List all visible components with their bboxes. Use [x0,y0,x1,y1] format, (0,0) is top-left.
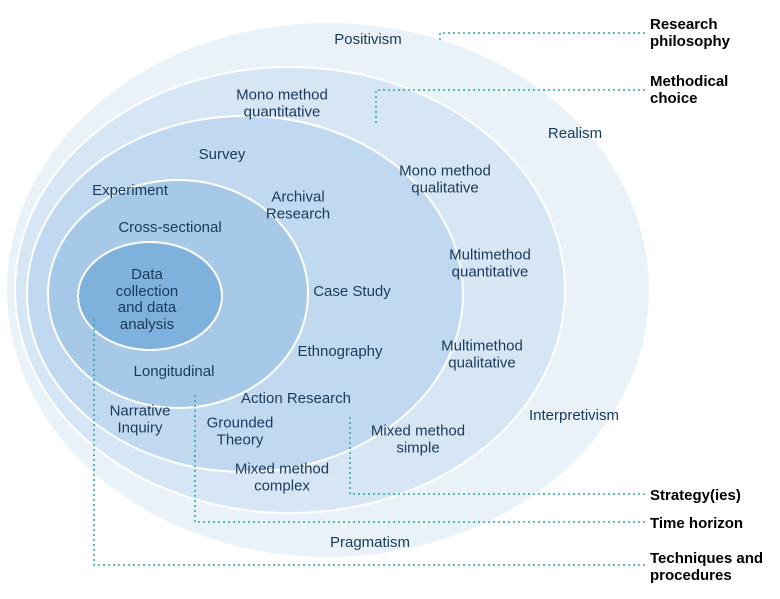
term-core: Data collection and data analysis [116,267,179,333]
leg-strategy: Strategy(ies) [650,487,741,504]
term-experiment: Experiment [92,183,168,200]
term-interpretivism: Interpretivism [529,408,619,425]
term-mono-quant: Mono method quantitative [236,88,328,121]
term-action-res: Action Research [241,391,351,408]
term-survey: Survey [199,147,246,164]
research-onion-diagram: Positivism Realism Interpretivism Pragmatis… [0,0,780,599]
leg-choice: Methodical choice [650,73,728,108]
leader-d-philosophy [440,33,645,41]
term-multi-qual: Multimethod qualitative [441,339,523,372]
term-positivism: Positivism [334,32,402,49]
term-ethnography: Ethnography [297,344,382,361]
term-mixed-simple: Mixed method simple [371,424,465,457]
leg-horizon: Time horizon [650,515,743,532]
term-longitudinal: Longitudinal [134,364,215,381]
term-grounded: Grounded Theory [207,416,274,449]
term-pragmatism: Pragmatism [330,535,410,552]
leg-technique: Techniques and procedures [650,550,763,585]
term-archival: Archival Research [266,190,330,223]
term-narrative: Narrative Inquiry [110,404,171,437]
term-mixed-complex: Mixed method complex [235,462,329,495]
term-cross-sec: Cross-sectional [118,220,221,237]
leg-philosophy: Research philosophy [650,16,730,51]
term-mono-qual: Mono method qualitative [399,164,491,197]
term-case-study: Case Study [313,284,391,301]
term-realism: Realism [548,126,602,143]
term-multi-quant: Multimethod quantitative [449,248,531,281]
